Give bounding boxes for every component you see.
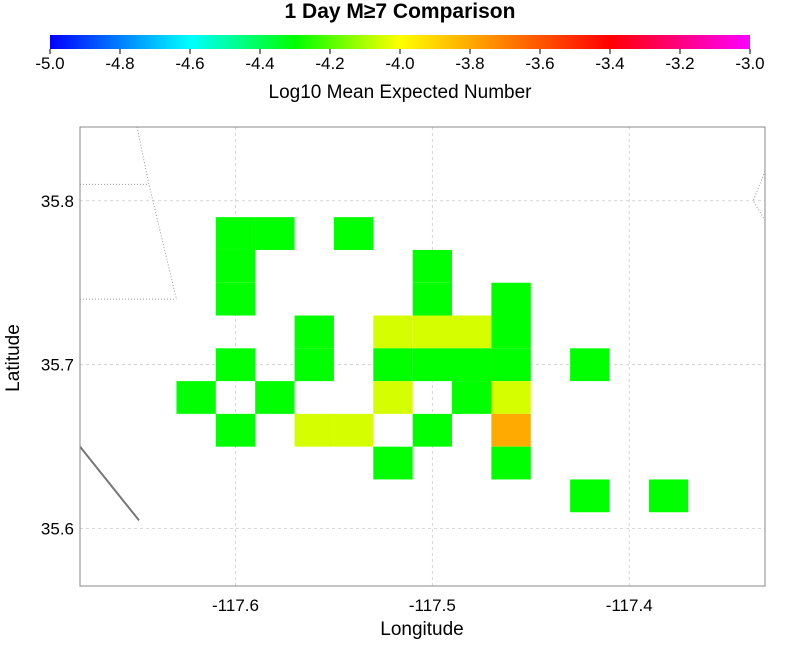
x-axis-ticks: -117.6 -117.5 -117.4 (212, 596, 653, 615)
chart-title: 1 Day M≥7 Comparison (285, 0, 516, 23)
colorbar-tick-label: -4.2 (315, 54, 344, 73)
heatmap-cell (215, 249, 256, 283)
y-tick-label: 35.6 (41, 520, 74, 539)
x-tick-label: -117.5 (409, 596, 456, 615)
heatmap-cell (373, 348, 413, 382)
heatmap-cell (294, 315, 334, 349)
heatmap-cell (255, 381, 295, 414)
heatmap-cell (452, 315, 492, 349)
heatmap-cells (176, 217, 689, 513)
colorbar-tick-label: -5.0 (35, 54, 64, 73)
y-axis-ticks: 35.6 35.7 35.8 (41, 192, 74, 539)
heatmap-cell (215, 348, 256, 382)
heatmap-cell (215, 282, 256, 316)
colorbar (50, 35, 750, 49)
heatmap-cell (570, 479, 610, 513)
fault-segment (80, 446, 140, 522)
y-axis-label: Latitude (3, 324, 24, 392)
heatmap-cell (294, 348, 334, 382)
heatmap-cell (333, 217, 374, 250)
colorbar-tick-label: -3.6 (525, 54, 554, 73)
plot-frame (79, 126, 766, 587)
heatmap-cell (412, 315, 453, 349)
y-tick-label: 35.8 (41, 192, 74, 211)
y-tick-label: 35.7 (41, 356, 74, 375)
heatmap-cell (491, 315, 531, 349)
heatmap-cell (255, 217, 295, 250)
colorbar-tick-label: -3.0 (735, 54, 764, 73)
colorbar-tick-label: -3.4 (595, 54, 624, 73)
colorbar-tick-label: -4.8 (105, 54, 134, 73)
heatmap-cell (373, 315, 413, 349)
x-tick-label: -117.4 (606, 596, 653, 615)
heatmap-cell (412, 413, 453, 447)
colorbar-ticks: -5.0 -4.8 -4.6 -4.4 -4.2 -4.0 -3.8 -3.6 -3.4 -3.2… (35, 49, 765, 73)
map-lines (80, 127, 765, 522)
x-tick-label: -117.6 (212, 596, 259, 615)
heatmap-cell (176, 381, 216, 414)
heatmap-cell (570, 348, 610, 382)
x-axis-label: Longitude (380, 619, 463, 640)
heatmap-cell (412, 348, 453, 382)
colorbar-tick-label: -3.8 (455, 54, 484, 73)
colorbar-label: Log10 Mean Expected Number (269, 82, 533, 103)
heatmap-cell (294, 413, 334, 447)
heatmap-cell (333, 413, 374, 447)
colorbar-tick-label: -3.2 (665, 54, 694, 73)
heatmap-cell (373, 446, 413, 480)
heatmap-cell (412, 282, 453, 316)
heatmap-cell (491, 381, 531, 414)
heatmap-cell (491, 446, 531, 480)
heatmap-cell (491, 413, 531, 447)
colorbar-tick-label: -4.4 (245, 54, 274, 73)
heatmap-cell (215, 413, 256, 447)
heatmap-cell (452, 381, 492, 414)
heatmap-cell (491, 348, 531, 382)
heatmap-cell (491, 282, 531, 316)
colorbar-tick-label: -4.0 (385, 54, 414, 73)
heatmap-cell (373, 381, 413, 414)
heatmap-cell (452, 348, 492, 382)
colorbar-tick-label: -4.6 (175, 54, 204, 73)
heatmap-cell (648, 479, 689, 513)
heatmap-cell (215, 217, 256, 250)
heatmap-cell (412, 249, 453, 283)
